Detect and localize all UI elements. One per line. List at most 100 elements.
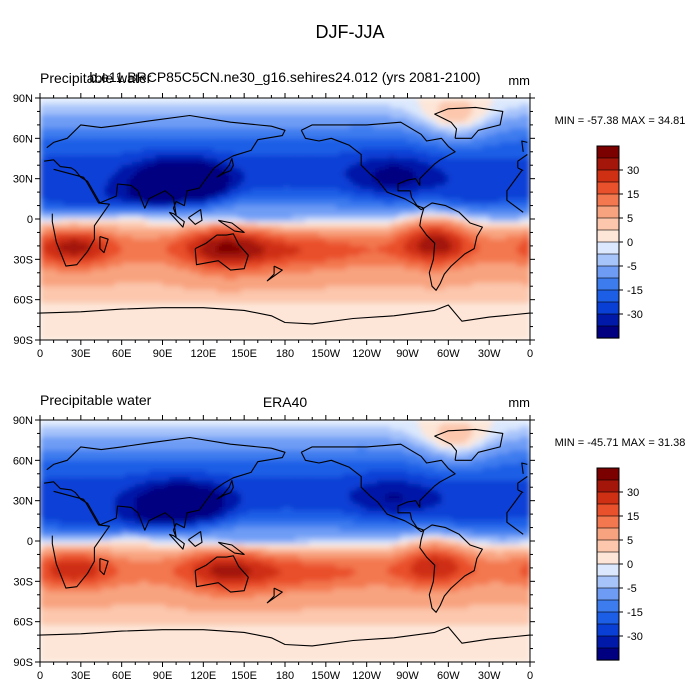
- colorbar-box: [596, 599, 620, 613]
- lat-tick-label: 60N: [13, 455, 33, 467]
- lon-tick-label: 120E: [190, 670, 216, 682]
- colorbar-box: [596, 575, 620, 589]
- lon-tick-label: 0: [527, 348, 533, 360]
- lon-tick-label: 30E: [71, 348, 91, 360]
- colorbar-label: -15: [627, 607, 643, 619]
- colorbar-label: -30: [627, 309, 643, 321]
- panel-center-title: b.e11.BRCP85C5CN.ne30_g16.sehires24.012 …: [89, 69, 480, 85]
- lat-tick-label: 0: [27, 536, 33, 548]
- colorbar-box: [596, 491, 620, 505]
- colorbar-label: 5: [627, 535, 633, 547]
- contour-field: [40, 420, 530, 662]
- colorbar-label: 30: [627, 487, 639, 499]
- colorbar-box: [596, 551, 620, 565]
- colorbar-label: 0: [627, 559, 633, 571]
- lon-tick-label: 90W: [396, 348, 419, 360]
- coastlines: [40, 428, 530, 647]
- panel-stats: MIN = -57.38 MAX = 34.81: [555, 115, 686, 127]
- map-panel-bottom: Precipitable water ERA40 mm MIN = -45.71…: [13, 392, 686, 682]
- lon-tick-label: 0: [37, 348, 43, 360]
- lat-tick-label: 60N: [13, 133, 33, 145]
- lon-tick-label: 60W: [437, 348, 460, 360]
- lon-tick-label: 120E: [190, 348, 216, 360]
- contour-field: [40, 98, 530, 340]
- colorbar-label: 0: [627, 237, 633, 249]
- colorbar-label: -30: [627, 631, 643, 643]
- lat-tick-label: 60S: [13, 617, 33, 629]
- lat-tick-label: 0: [27, 214, 33, 226]
- colorbar-box: [596, 181, 620, 195]
- colorbar-box: [596, 325, 620, 339]
- lat-tick-label: 30N: [13, 496, 33, 508]
- lon-tick-label: 0: [37, 670, 43, 682]
- colorbar-label: 15: [627, 189, 639, 201]
- colorbar-label: 5: [627, 213, 633, 225]
- colorbar-box: [596, 241, 620, 255]
- panel-stats: MIN = -45.71 MAX = 31.38: [555, 437, 686, 449]
- colorbar-box: [596, 217, 620, 231]
- lon-tick-label: 90E: [153, 670, 173, 682]
- lat-tick-label: 90S: [13, 335, 33, 347]
- colorbar-box: [596, 313, 620, 327]
- colorbar-box: [596, 193, 620, 207]
- lon-tick-label: 60E: [112, 348, 132, 360]
- lat-tick-label: 30S: [13, 254, 33, 266]
- panel-units: mm: [508, 395, 530, 410]
- lon-tick-label: 90W: [396, 670, 419, 682]
- colorbar-box: [596, 479, 620, 493]
- colorbar: 30 15 5 0 -5 -15 -30: [596, 467, 643, 661]
- colorbar-box: [596, 229, 620, 243]
- map-panel-top: Precipitable water b.e11.BRCP85C5CN.ne30…: [13, 69, 686, 360]
- colorbar-box: [596, 635, 620, 649]
- colorbar-box: [596, 467, 620, 481]
- lat-tick-label: 90N: [13, 415, 33, 427]
- panel-left-title: Precipitable water: [40, 70, 152, 86]
- colorbar-box: [596, 539, 620, 553]
- colorbar-box: [596, 145, 620, 159]
- colorbar-box: [596, 623, 620, 637]
- lat-tick-label: 90S: [13, 657, 33, 669]
- lon-tick-label: 30E: [71, 670, 91, 682]
- panel-units: mm: [508, 73, 530, 88]
- colorbar-box: [596, 515, 620, 529]
- colorbar-box: [596, 563, 620, 577]
- colorbar-label: -5: [627, 261, 637, 273]
- lat-tick-label: 30S: [13, 576, 33, 588]
- colorbar-box: [596, 647, 620, 661]
- lon-tick-label: 180: [276, 348, 294, 360]
- lon-tick-label: 150W: [311, 348, 340, 360]
- colorbar-box: [596, 169, 620, 183]
- lon-tick-label: 150W: [311, 670, 340, 682]
- lat-tick-label: 30N: [13, 174, 33, 186]
- lon-tick-label: 150E: [231, 348, 257, 360]
- lat-tick-label: 60S: [13, 295, 33, 307]
- colorbar: 30 15 5 0 -5 -15 -30: [596, 145, 643, 339]
- figure-title: DJF-JJA: [316, 22, 385, 42]
- colorbar-box: [596, 587, 620, 601]
- axis-ticks: 0 30E 60E 90E 120E 150E 180 150W 120W 90W 60W 30W 09…: [13, 415, 535, 682]
- colorbar-box: [596, 157, 620, 171]
- colorbar-box: [596, 611, 620, 625]
- colorbar-box: [596, 289, 620, 303]
- colorbar-label: 30: [627, 165, 639, 177]
- lon-tick-label: 30W: [478, 348, 501, 360]
- panel-center-title: ERA40: [263, 394, 308, 410]
- lon-tick-label: 60W: [437, 670, 460, 682]
- lon-tick-label: 120W: [352, 670, 381, 682]
- lon-tick-label: 120W: [352, 348, 381, 360]
- colorbar-box: [596, 253, 620, 267]
- colorbar-label: -5: [627, 583, 637, 595]
- colorbar-box: [596, 205, 620, 219]
- colorbar-box: [596, 527, 620, 541]
- colorbar-box: [596, 301, 620, 315]
- lon-tick-label: 0: [527, 670, 533, 682]
- lon-tick-label: 90E: [153, 348, 173, 360]
- colorbar-label: -15: [627, 285, 643, 297]
- axis-ticks: 0 30E 60E 90E 120E 150E 180 150W 120W 90W 60W 30W 09…: [13, 93, 535, 360]
- coastlines: [40, 106, 530, 325]
- colorbar-box: [596, 503, 620, 517]
- colorbar-box: [596, 277, 620, 291]
- lon-tick-label: 30W: [478, 670, 501, 682]
- panel-left-title: Precipitable water: [40, 392, 152, 408]
